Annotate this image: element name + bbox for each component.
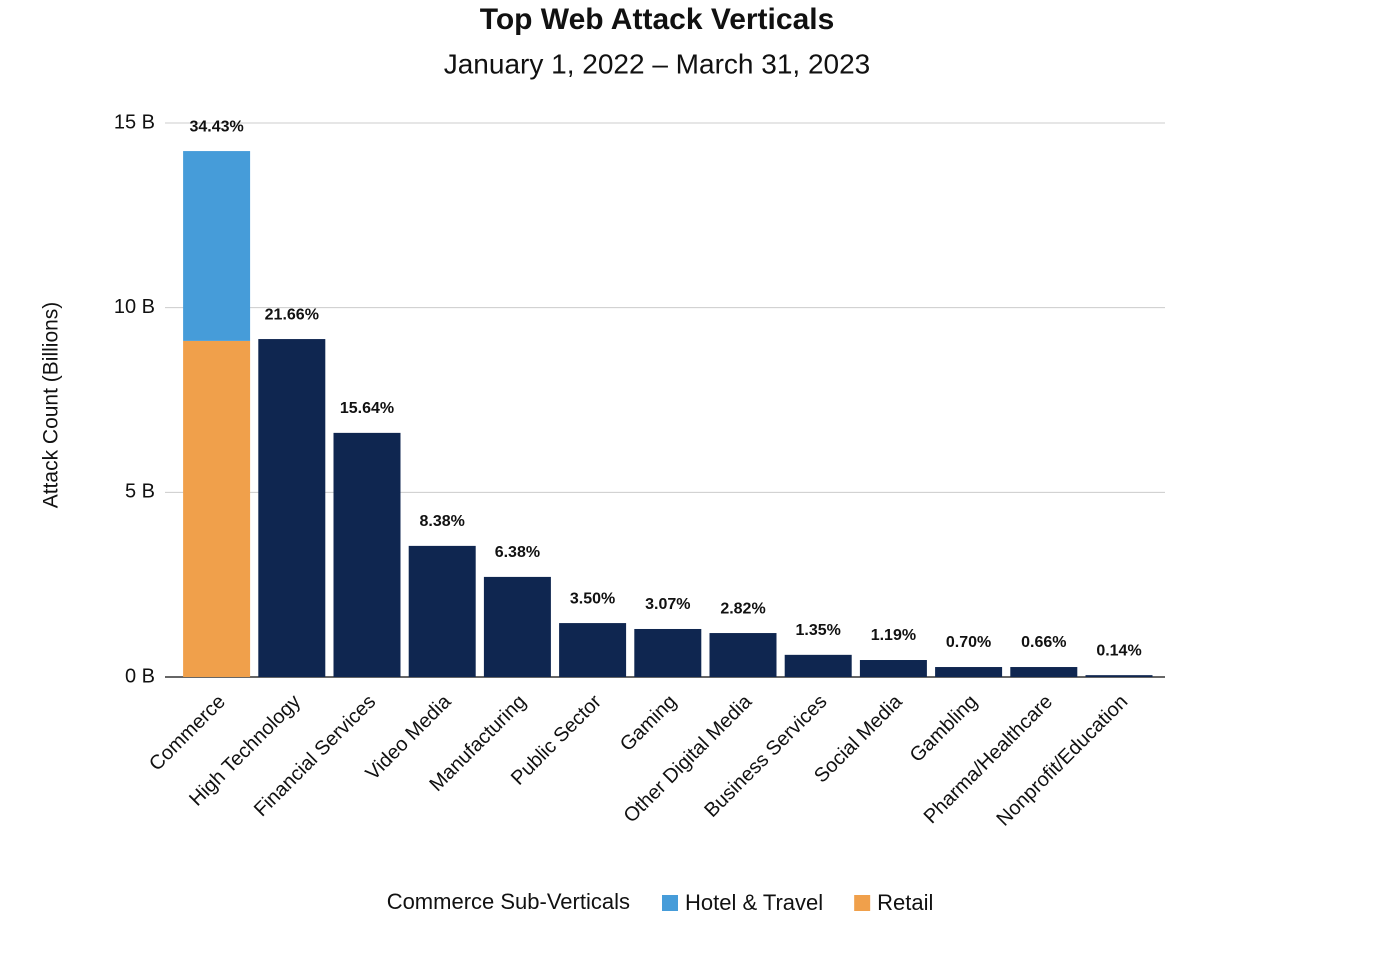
bar [333,432,401,677]
y-tick-label: 15 B [114,111,155,133]
bar-segment [183,340,251,677]
bar [634,628,702,677]
share-label: 2.82% [720,600,765,617]
legend-label: Hotel & Travel [685,890,823,915]
y-axis-title: Attack Count (Billions) [40,302,63,509]
chart-title: Top Web Attack Verticals [480,3,835,36]
bar [258,339,326,677]
x-tick-label: Pharma/Healthcare [920,691,1057,828]
legend-title: Commerce Sub-Verticals [387,889,630,914]
share-label: 0.70% [946,634,991,651]
share-label: 3.50% [570,590,615,607]
bar [859,660,927,677]
bar [1085,675,1153,677]
x-tick-label: Nonprofit/Education [992,691,1132,831]
bar [483,576,551,677]
x-tick-label: Gambling [906,691,982,767]
bar [1010,667,1078,677]
share-label: 8.38% [420,513,465,530]
legend-swatch [662,895,678,911]
share-label: 0.66% [1021,634,1066,651]
bar [784,654,852,677]
bar-segment [183,151,251,341]
x-tick-label: Gaming [616,691,681,756]
bar [935,667,1003,677]
bar [559,623,627,677]
chart-subtitle: January 1, 2022 – March 31, 2023 [444,48,871,79]
bar [709,633,777,677]
share-label: 6.38% [495,544,540,561]
share-label: 34.43% [189,118,243,135]
bar [408,545,476,677]
y-tick-label: 0 B [125,665,155,687]
share-label: 0.14% [1096,642,1141,659]
share-label: 21.66% [265,306,319,323]
share-label: 15.64% [340,400,394,417]
share-label: 1.35% [796,622,841,639]
legend-swatch [854,895,871,911]
x-tick-label: Other Digital Media [620,690,757,827]
share-label: 1.19% [871,627,916,644]
share-label: 3.07% [645,596,690,613]
legend-label: Retail [877,890,933,915]
y-tick-label: 5 B [125,481,155,503]
y-tick-label: 10 B [114,296,155,318]
